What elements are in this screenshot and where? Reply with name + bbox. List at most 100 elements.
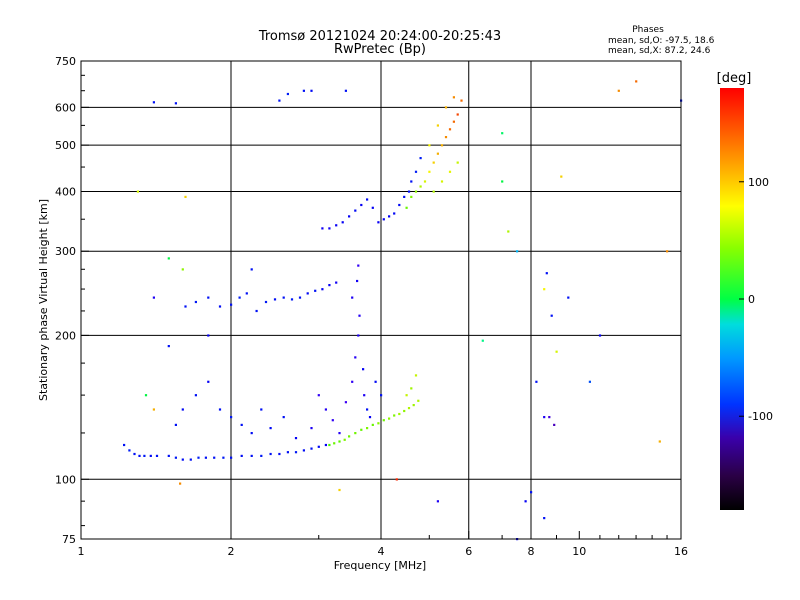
y-tick-label: 75	[62, 533, 76, 546]
data-point	[516, 250, 519, 253]
data-point	[543, 416, 546, 419]
data-point	[335, 224, 338, 227]
data-point	[260, 408, 263, 411]
data-point	[403, 409, 406, 413]
colorbar-tick-label: 100	[748, 176, 769, 189]
data-point	[324, 408, 327, 411]
data-point	[360, 203, 363, 207]
data-point	[448, 170, 452, 173]
data-point	[356, 279, 359, 283]
data-point	[377, 422, 380, 425]
data-point	[428, 170, 431, 173]
y-tick-label: 600	[55, 101, 76, 114]
data-point	[167, 257, 170, 260]
data-point	[407, 407, 411, 410]
y-axis-ticks: 75 100 200 300 400 500 600 750	[55, 55, 89, 546]
grid-lines	[81, 61, 681, 539]
data-point	[310, 427, 313, 430]
data-point	[306, 292, 309, 295]
data-point	[410, 387, 413, 390]
data-point	[501, 180, 504, 183]
stats-line-x: mean, sd,X: 87.2, 24.6	[608, 46, 711, 56]
data-point	[382, 218, 385, 221]
data-point	[366, 198, 369, 201]
data-point	[230, 303, 233, 306]
x-tick-label: 1	[78, 545, 85, 558]
data-point	[398, 412, 401, 416]
data-point	[414, 170, 418, 173]
data-point	[255, 309, 258, 313]
data-point	[144, 394, 148, 397]
data-point	[207, 296, 210, 299]
data-point	[331, 419, 334, 422]
data-point	[179, 482, 182, 485]
data-point	[366, 408, 369, 411]
data-point	[436, 500, 439, 503]
stats-line-o: mean, sd,O: -97.5, 18.6	[608, 36, 715, 46]
x-axis-label: Frequency [MHz]	[334, 559, 426, 572]
data-point	[444, 136, 448, 139]
data-point	[204, 456, 207, 459]
data-point	[354, 356, 357, 359]
data-point	[410, 180, 413, 183]
data-point	[317, 394, 320, 397]
data-point	[567, 296, 570, 299]
data-point	[302, 89, 305, 92]
data-point	[213, 456, 216, 459]
data-point	[348, 435, 351, 438]
data-point	[278, 452, 281, 456]
data-point	[250, 432, 253, 435]
data-point	[194, 394, 197, 397]
x-tick-label: 6	[465, 545, 472, 558]
data-point	[432, 190, 435, 193]
data-point	[250, 268, 253, 271]
data-point	[174, 423, 177, 426]
data-point	[358, 314, 361, 317]
data-point	[138, 454, 141, 457]
data-point	[317, 445, 320, 448]
data-point	[560, 175, 563, 178]
data-point	[444, 106, 448, 109]
data-point	[184, 305, 187, 308]
y-tick-label: 750	[55, 55, 76, 68]
data-point	[324, 443, 327, 447]
data-point	[207, 380, 210, 383]
data-point	[321, 227, 324, 230]
data-point	[143, 454, 146, 457]
data-point	[366, 427, 369, 430]
data-point	[298, 296, 302, 299]
data-point	[357, 264, 360, 267]
data-point	[343, 438, 346, 441]
data-point	[543, 288, 546, 291]
data-point	[354, 209, 357, 212]
colorbar-tick-label: 0	[748, 293, 755, 306]
data-point	[302, 449, 305, 452]
data-point	[588, 380, 591, 383]
data-point	[362, 368, 365, 371]
data-point	[456, 161, 459, 164]
data-point	[377, 221, 380, 224]
y-tick-label: 300	[55, 245, 76, 258]
data-point	[419, 185, 422, 188]
data-point	[354, 432, 357, 435]
data-point	[222, 456, 225, 459]
y-tick-label: 500	[55, 139, 76, 152]
data-point	[452, 96, 455, 99]
x-tick-label: 2	[228, 545, 235, 558]
data-point	[405, 394, 408, 397]
data-point	[440, 180, 444, 183]
data-point	[414, 374, 418, 377]
x-tick-label: 4	[378, 545, 385, 558]
colorbar-tick-label: -100	[748, 410, 773, 423]
data-point	[371, 206, 374, 209]
data-point	[181, 408, 184, 411]
data-point	[550, 314, 553, 317]
data-point	[351, 296, 354, 299]
y-tick-label: 100	[55, 473, 76, 486]
data-point	[617, 89, 620, 92]
data-point	[555, 350, 558, 353]
data-point	[328, 443, 331, 447]
data-point	[328, 227, 331, 230]
data-point	[207, 334, 210, 337]
data-point	[230, 416, 233, 419]
